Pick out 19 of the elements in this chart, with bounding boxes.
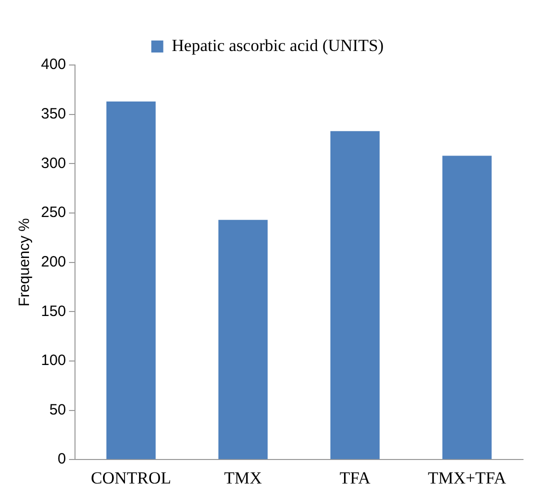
bar	[218, 220, 268, 460]
x-tick-label: TMX	[224, 468, 262, 488]
y-tick-label: 200	[40, 253, 66, 270]
bar	[442, 156, 492, 460]
y-tick-label: 100	[40, 352, 66, 370]
y-axis-title: Frequency %	[16, 218, 34, 306]
y-tick-label: 0	[58, 450, 66, 468]
y-tick-label: 50	[49, 401, 66, 418]
x-tick-label: CONTROL	[90, 468, 172, 488]
bar	[330, 131, 380, 460]
y-tick-label: 400	[40, 56, 66, 74]
x-tick-label: TMX+TFA	[428, 468, 507, 488]
y-tick-label: 250	[40, 204, 66, 222]
x-tick-label: TFA	[340, 468, 372, 488]
y-tick-label: 300	[40, 154, 66, 172]
y-tick-label: 350	[40, 105, 66, 122]
legend-label: Hepatic ascorbic acid (UNITS)	[172, 36, 384, 55]
y-tick-label: 150	[40, 302, 66, 320]
bar	[106, 102, 156, 460]
